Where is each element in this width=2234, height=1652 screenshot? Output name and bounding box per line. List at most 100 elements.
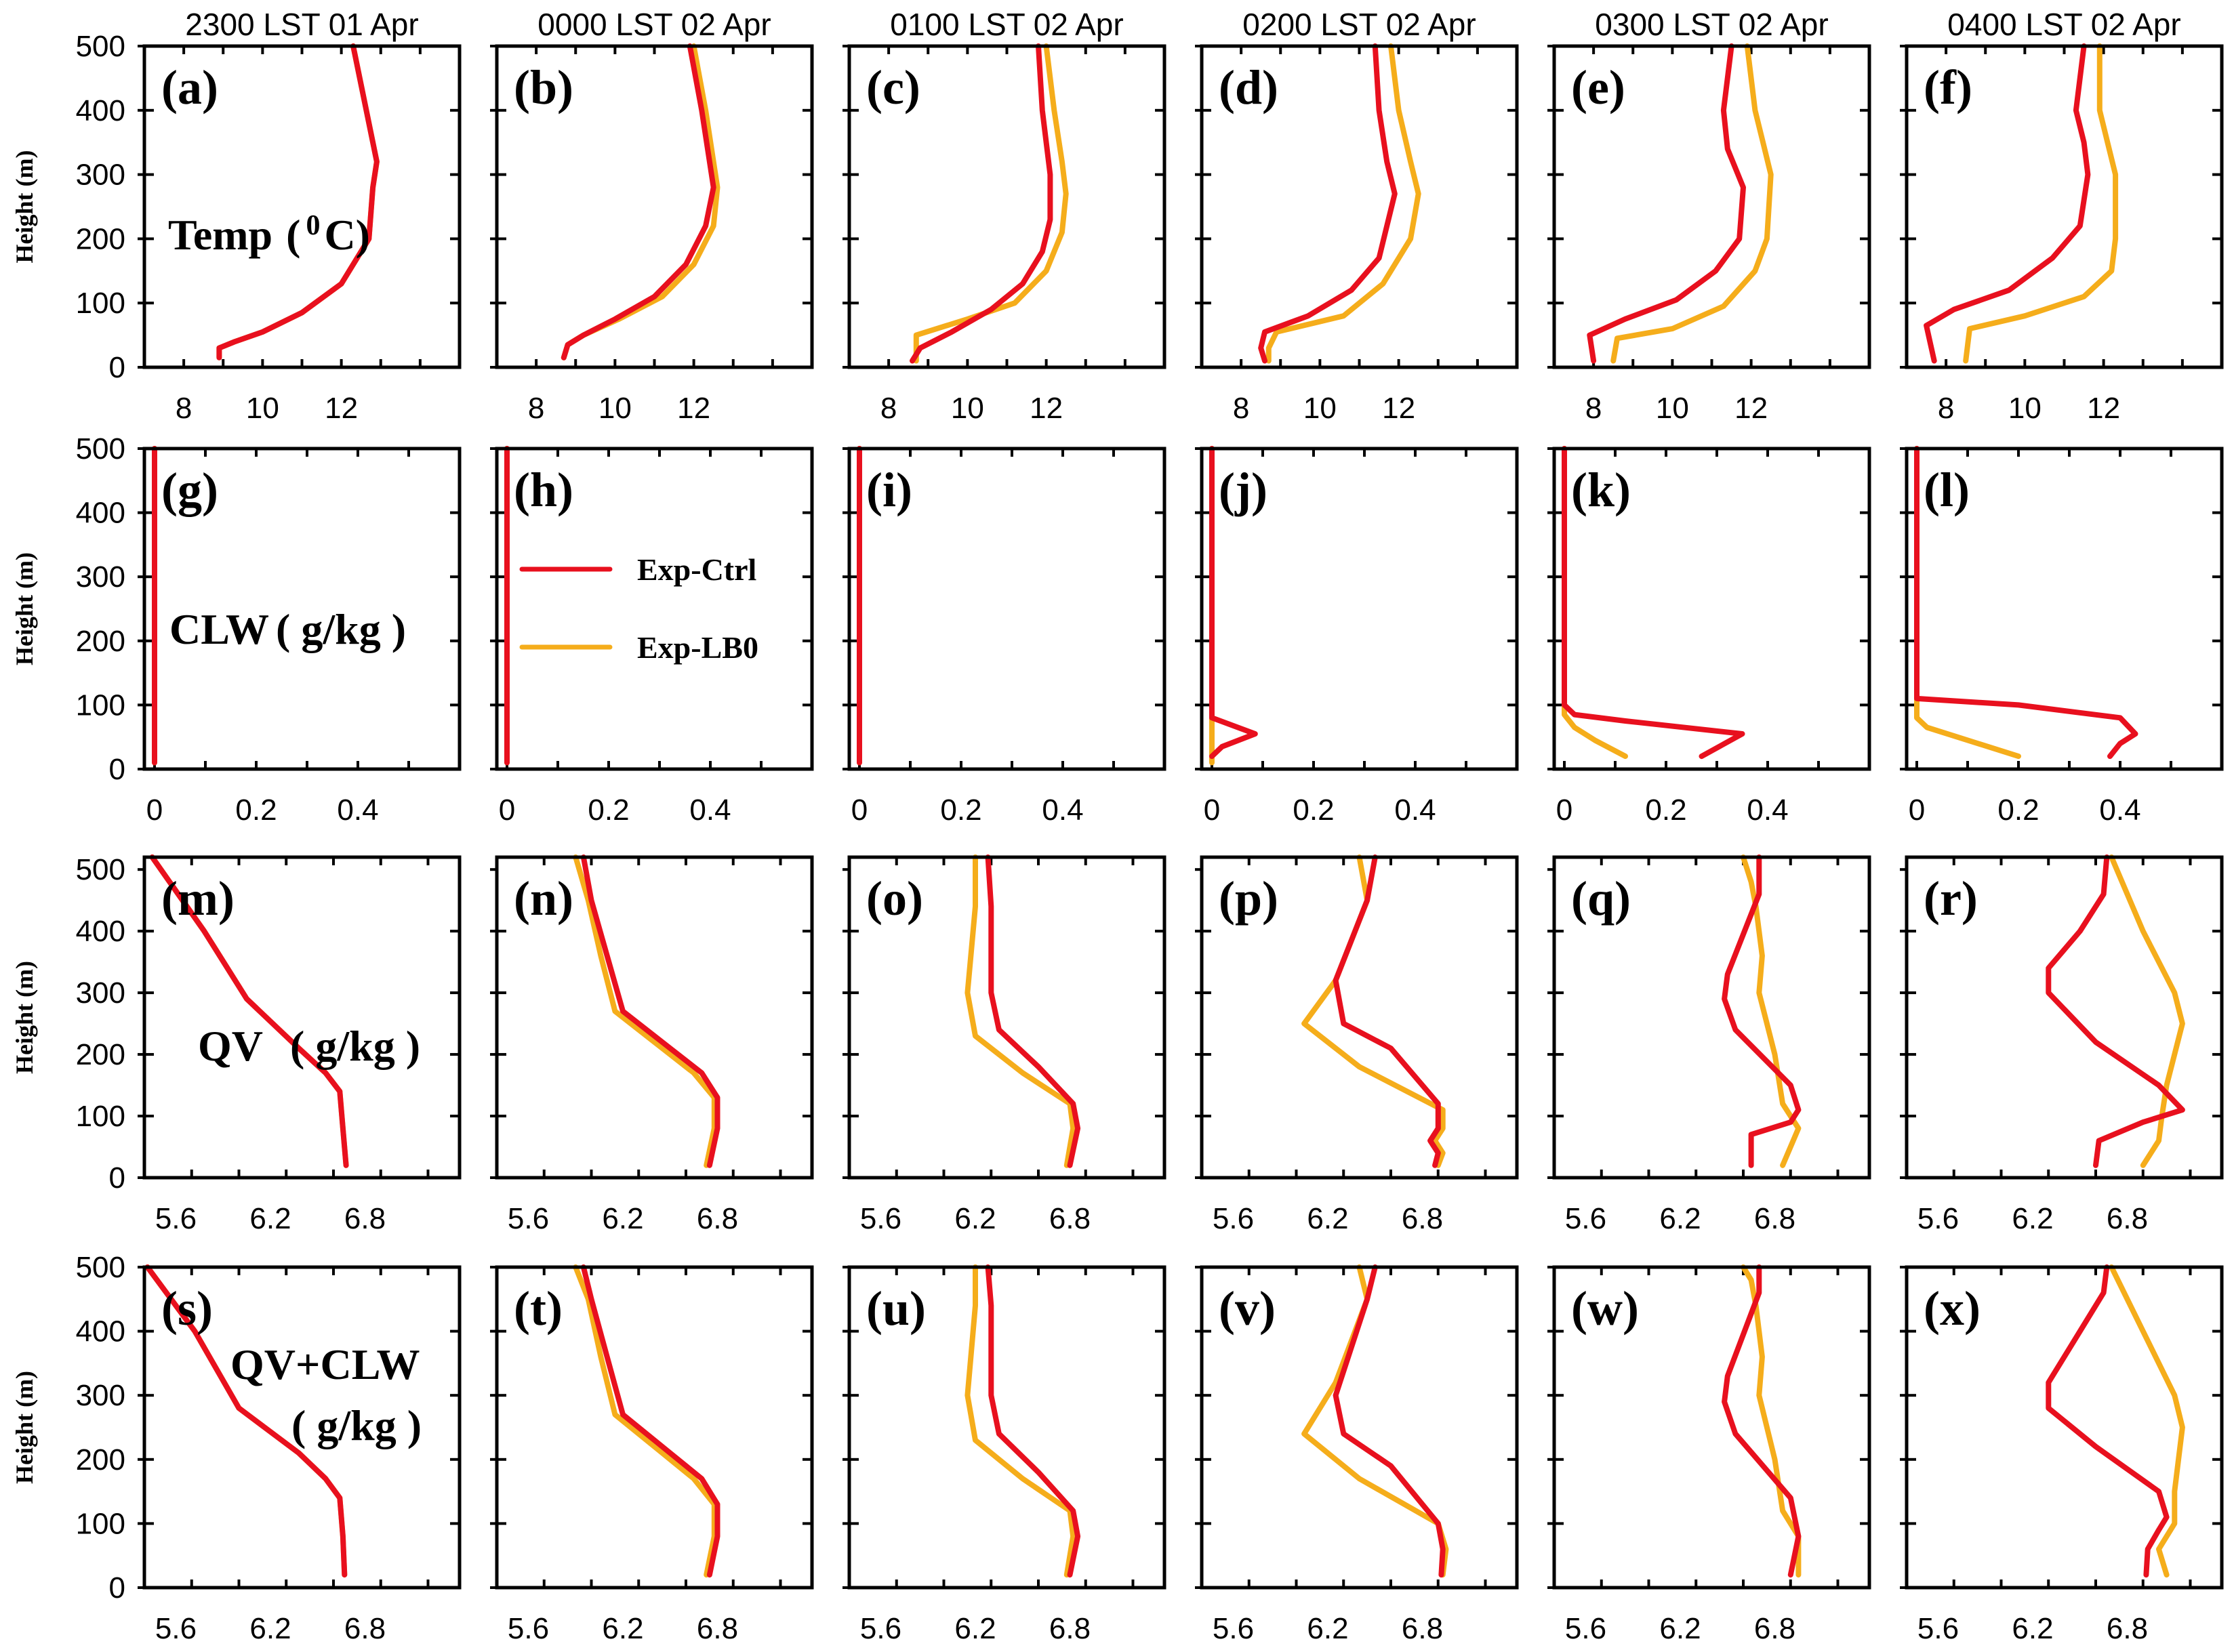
y-tick-label: 100 (76, 1507, 125, 1540)
plot-frame (1905, 855, 2224, 1180)
column-title: 0100 LST 02 Apr (890, 7, 1123, 42)
plot-frame (142, 855, 462, 1180)
series-line-ctrl (985, 1264, 1081, 1578)
series-line-ctrl (1924, 43, 2091, 364)
series-line-ctrl (1209, 446, 1258, 760)
y-tick-label: 100 (76, 287, 125, 320)
y-tick-label: 100 (76, 688, 125, 722)
x-tick-label: 6.2 (602, 1612, 643, 1645)
x-tick-label: 5.6 (1917, 1202, 1959, 1235)
plot-frame (495, 1265, 814, 1590)
panel-label: (d) (1219, 60, 1278, 115)
panel-f: 8 10 12 (f) (1900, 43, 2224, 425)
series-line-ctrl (149, 854, 349, 1168)
column-title: 0300 LST 02 Apr (1595, 7, 1828, 42)
x-tick-label: 6.8 (1754, 1612, 1795, 1645)
x-tick-label: 12 (1382, 392, 1415, 425)
panel-u: 5.6 6.2 6.8 (u) (842, 1264, 1166, 1645)
x-tick-label: 10 (951, 392, 984, 425)
panel-q: 5.6 6.2 6.8 (q) (1547, 854, 1871, 1235)
x-tick-label: 5.6 (860, 1612, 901, 1645)
x-tick-label: 6.2 (1659, 1612, 1701, 1645)
series-line-ctrl (910, 43, 1053, 364)
panel-n: 5.6 6.2 6.8 (n) (490, 854, 814, 1235)
x-tick-label: 0.4 (1394, 793, 1436, 827)
x-tick-label: 10 (598, 392, 632, 425)
series-line-ctrl (1333, 1264, 1446, 1578)
x-tick-label: 8 (1585, 392, 1602, 425)
panel-label: (m) (161, 871, 235, 926)
series-line-ctrl (985, 854, 1081, 1168)
x-tick-label: 5.6 (1565, 1202, 1606, 1235)
x-tick-label: 5.6 (155, 1612, 197, 1645)
x-tick-label: 6.2 (249, 1612, 291, 1645)
plot-frame (495, 855, 814, 1180)
plot-frame (142, 447, 462, 771)
panel-label: (b) (514, 60, 573, 115)
x-tick-label: 0.2 (940, 793, 981, 827)
panel-label: (u) (866, 1281, 926, 1336)
panel-o: 5.6 6.2 6.8 (o) (842, 854, 1166, 1235)
x-tick-label: 6.8 (2107, 1612, 2148, 1645)
panel-t: 5.6 6.2 6.8 (t) (490, 1264, 814, 1645)
panel-v: 5.6 6.2 6.8 (v) (1195, 1264, 1519, 1645)
plot-frame (1552, 1265, 1871, 1590)
y-tick-label: 400 (76, 94, 125, 127)
x-tick-label: 0.2 (1293, 793, 1334, 827)
x-tick-label: 8 (1233, 392, 1249, 425)
y-tick-label: 300 (76, 976, 125, 1010)
series-line-lb0 (1301, 1264, 1449, 1578)
y-tick-label: 200 (76, 222, 125, 255)
y-tick-label: 0 (109, 753, 125, 786)
panel-label: (s) (161, 1281, 213, 1336)
panel-j: 0 0.2 0.4 (j) (1195, 446, 1519, 827)
x-tick-label: 0.2 (1997, 793, 2039, 827)
x-tick-label: 5.6 (508, 1202, 549, 1235)
panel-d: 8 10 12 (d) (1195, 43, 1519, 425)
y-tick-label: 100 (76, 1100, 125, 1133)
y-tick-label: 400 (76, 915, 125, 948)
x-tick-label: 0.4 (689, 793, 731, 827)
y-tick-label: 0 (109, 351, 125, 384)
panel-w: 5.6 6.2 6.8 (w) (1547, 1264, 1871, 1645)
series-line-lb0 (964, 854, 1076, 1168)
x-tick-label: 6.8 (344, 1202, 386, 1235)
x-tick-label: 10 (246, 392, 279, 425)
x-tick-label: 5.6 (1917, 1612, 1959, 1645)
panel-label: (e) (1571, 60, 1625, 115)
panel-i: 0 0.2 0.4 (i) (842, 446, 1166, 827)
panel-b: 8 10 12 (b) (490, 43, 814, 425)
y-tick-label: 200 (76, 625, 125, 658)
plot-frame (847, 1265, 1166, 1590)
column-title: 0000 LST 02 Apr (537, 7, 771, 42)
x-tick-label: 6.8 (2107, 1202, 2148, 1235)
legend: Exp-Ctrl Exp-LB0 (519, 552, 758, 665)
panel-label: (j) (1219, 463, 1267, 517)
panel-label: (o) (866, 871, 923, 926)
x-tick-label: 0 (1556, 793, 1572, 827)
series-line-lb0 (573, 854, 717, 1168)
panel-p: 5.6 6.2 6.8 (p) (1195, 854, 1519, 1235)
series-line-ctrl (1258, 43, 1398, 364)
variable-label-clw: CLW( g/kg ) (169, 605, 406, 653)
x-tick-label: 5.6 (1565, 1612, 1606, 1645)
x-tick-label: 10 (2008, 392, 2042, 425)
column-title: 0400 LST 02 Apr (1947, 7, 2180, 42)
variable-label-qvclw-units: ( g/kg ) (291, 1401, 422, 1449)
panel-label: (t) (514, 1281, 563, 1336)
panel-label: (a) (161, 60, 218, 115)
variable-label-qvclw: QV+CLW (230, 1340, 420, 1388)
plot-frame (847, 447, 1166, 771)
legend-label-lb0: Exp-LB0 (637, 630, 758, 665)
plot-frame (847, 855, 1166, 1180)
y-axis-label: Height (m) (11, 1371, 38, 1484)
legend-label-ctrl: Exp-Ctrl (637, 552, 756, 587)
x-tick-label: 0.4 (1042, 793, 1083, 827)
x-tick-label: 0.2 (235, 793, 277, 827)
plot-frame (1200, 1265, 1519, 1590)
panel-label: (w) (1571, 1281, 1639, 1336)
x-tick-label: 5.6 (1213, 1612, 1254, 1645)
x-tick-label: 6.2 (2012, 1202, 2053, 1235)
x-tick-label: 6.8 (344, 1612, 386, 1645)
